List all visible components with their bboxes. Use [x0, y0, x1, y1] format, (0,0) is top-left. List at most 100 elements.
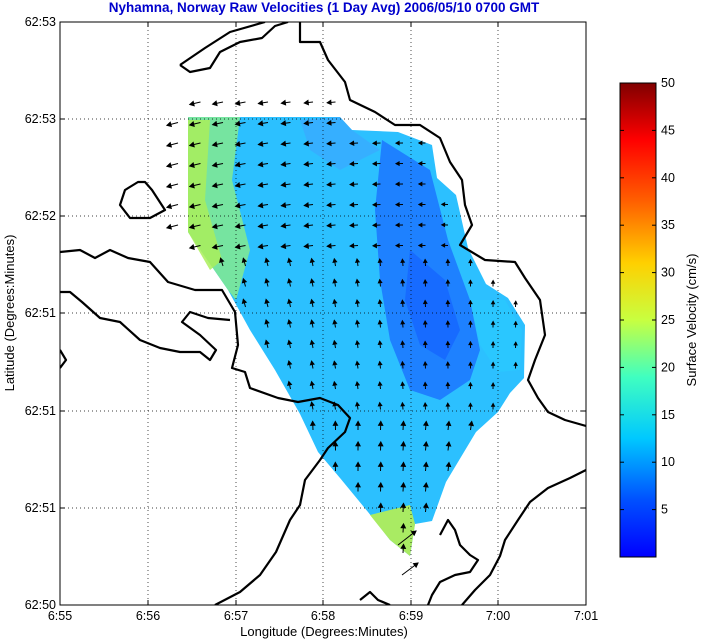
y-tick-label: 62:51	[25, 404, 56, 418]
velocity-arrow	[349, 181, 359, 188]
velocity-arrow	[422, 401, 428, 410]
chart-title: Nyhamna, Norway Raw Velocities (1 Day Av…	[109, 0, 540, 15]
x-axis-ticks: 6:55 6:56 6:57 6:58 6:59 7:00 7:01	[48, 22, 598, 623]
velocity-arrow	[354, 278, 361, 287]
velocity-arrow	[332, 298, 338, 308]
velocity-arrow	[400, 522, 407, 533]
velocity-arrow	[490, 300, 496, 308]
velocity-arrow	[165, 223, 179, 230]
velocity-arrow	[371, 242, 381, 249]
velocity-arrow	[326, 222, 336, 229]
velocity-arrow	[400, 481, 407, 492]
velocity-arrow	[371, 181, 381, 187]
velocity-arrow	[287, 257, 293, 267]
velocity-arrow	[354, 257, 361, 267]
velocity-arrow	[513, 341, 518, 349]
velocity-arrow	[400, 502, 407, 513]
velocity-arrow	[440, 202, 449, 207]
velocity-arrow	[490, 341, 496, 349]
velocity-arrow	[417, 140, 426, 146]
velocity-arrow	[219, 257, 225, 267]
velocity-arrow	[309, 380, 315, 390]
velocity-arrow	[188, 223, 201, 230]
velocity-arrow	[513, 361, 518, 369]
velocity-arrow	[468, 279, 473, 287]
velocity-arrow	[394, 242, 404, 249]
velocity-arrow	[400, 299, 406, 308]
x-tick-label: 6:57	[224, 609, 248, 623]
velocity-arrow	[445, 402, 451, 410]
velocity-arrow	[377, 502, 384, 513]
velocity-arrow	[371, 160, 381, 167]
velocity-arrow	[188, 141, 201, 148]
velocity-arrow	[394, 160, 404, 167]
velocity-arrow	[400, 258, 406, 267]
velocity-arrow	[188, 203, 201, 209]
y-axis-label: Latitude (Degrees:Minutes)	[2, 235, 17, 392]
velocity-arrow	[355, 481, 362, 492]
x-tick-label: 7:01	[574, 609, 598, 623]
colorbar-tick-label: 25	[661, 313, 675, 327]
velocity-arrow	[309, 298, 315, 308]
velocity-arrow	[422, 502, 429, 513]
velocity-arrow	[371, 222, 381, 228]
velocity-arrow	[309, 319, 315, 328]
velocity-arrow	[234, 202, 246, 209]
velocity-arrow	[303, 160, 314, 167]
colorbar-ticks: 50 45 40 35 30 25 20 15 10 5	[620, 76, 675, 517]
colorbar-tick-label: 10	[661, 455, 675, 469]
velocity-arrow	[445, 420, 452, 431]
velocity-arrow	[332, 461, 339, 472]
velocity-arrow	[188, 244, 201, 250]
velocity-arrow	[468, 381, 473, 390]
velocity-arrow	[303, 181, 314, 188]
colorbar-label: Surface Velocity (cm/s)	[684, 254, 699, 387]
velocity-arrow	[400, 543, 407, 554]
velocity-arrow	[422, 278, 428, 287]
velocity-arrow	[257, 181, 269, 188]
velocity-arrow	[326, 201, 336, 208]
velocity-arrow	[445, 361, 451, 369]
velocity-arrow	[326, 140, 336, 147]
velocity-arrow	[490, 402, 496, 410]
velocity-arrow	[326, 181, 336, 188]
velocity-arrow	[468, 361, 473, 369]
velocity-arrow	[309, 339, 315, 349]
velocity-arrow	[417, 222, 426, 228]
velocity-arrow	[468, 340, 473, 349]
velocity-arrow	[234, 182, 246, 189]
velocity-field-west-band-2	[188, 120, 222, 270]
velocity-arrow	[394, 201, 404, 208]
velocity-field-deep-core-2	[405, 250, 460, 360]
velocity-arrow	[445, 299, 451, 308]
velocity-arrow	[257, 243, 269, 250]
velocity-arrow	[287, 298, 293, 308]
velocity-arrow	[417, 202, 426, 207]
velocity-arrow	[332, 380, 338, 390]
velocity-arrow	[257, 140, 269, 147]
velocity-arrow	[355, 440, 362, 451]
colorbar-tick-label: 35	[661, 218, 675, 232]
velocity-arrow	[468, 402, 473, 410]
velocity-arrow	[349, 201, 359, 208]
velocity-arrow	[165, 162, 179, 169]
x-tick-label: 7:00	[486, 609, 510, 623]
velocity-arrow	[264, 257, 270, 267]
velocity-arrow	[234, 141, 246, 148]
velocity-arrow	[211, 100, 224, 107]
y-tick-label: 62:53	[25, 15, 56, 29]
velocity-arrow	[211, 243, 224, 250]
velocity-arrow	[188, 121, 201, 127]
velocity-field-east-bright	[470, 300, 522, 372]
coastline-west-island	[118, 180, 167, 220]
velocity-arrow	[354, 298, 361, 308]
velocity-arrow	[165, 141, 179, 148]
velocity-arrow	[303, 140, 314, 147]
velocity-arrow	[257, 222, 269, 229]
y-tick-label: 62:53	[25, 112, 56, 126]
velocity-arrow	[354, 339, 361, 349]
velocity-arrow	[422, 481, 429, 492]
velocity-arrow	[280, 161, 291, 168]
velocity-arrow	[400, 360, 406, 369]
